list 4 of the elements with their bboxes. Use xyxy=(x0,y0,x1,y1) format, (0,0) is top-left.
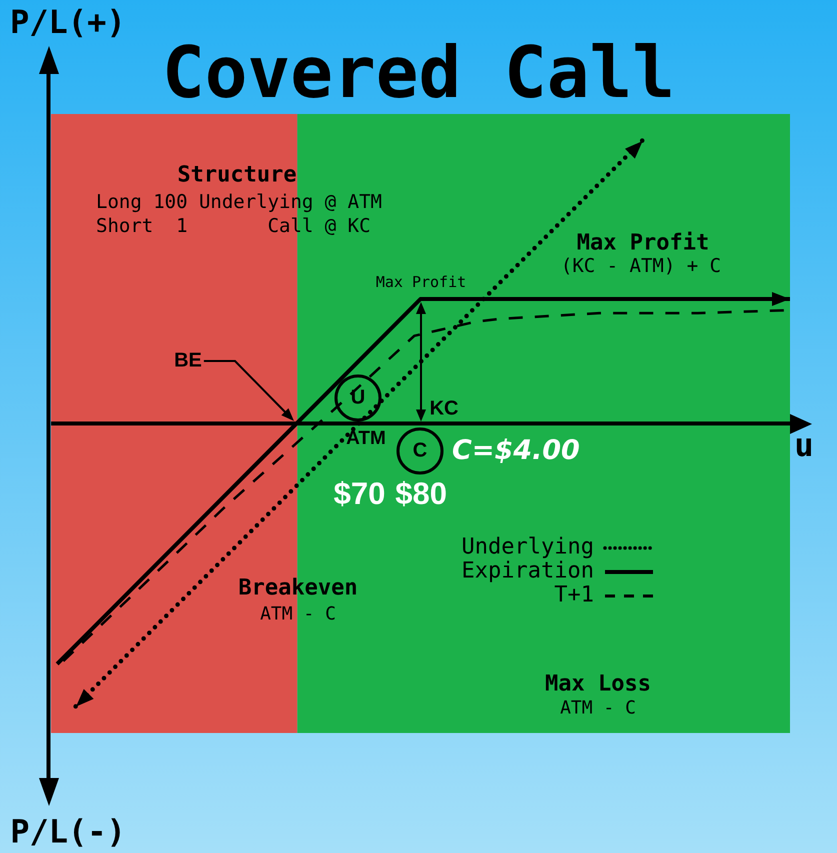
y-axis-title: P/L(+) xyxy=(10,3,126,41)
chart-title: Covered Call xyxy=(162,31,675,114)
x-axis-title: u xyxy=(794,426,814,464)
text: P/L(-) xyxy=(10,812,126,850)
